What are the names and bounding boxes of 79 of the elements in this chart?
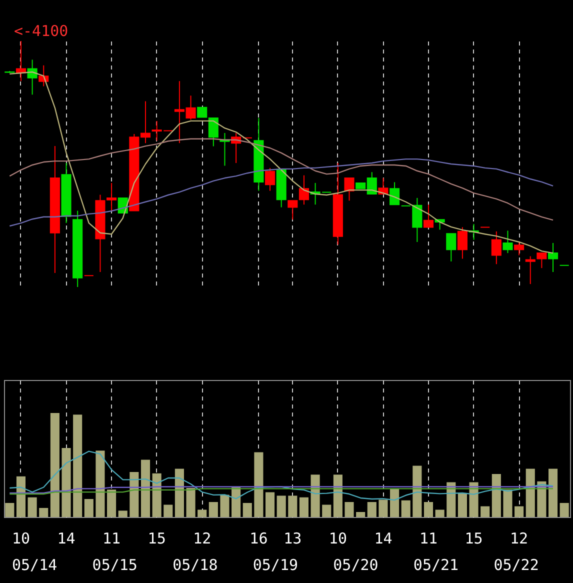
bar [208,502,218,517]
bar [514,506,524,517]
bar [164,504,173,517]
candlestick [502,230,513,254]
bar [310,474,320,517]
x-tick-label: 12 [510,530,528,548]
bar [16,476,26,517]
candlestick [344,178,354,202]
x-tick-label: 11 [419,530,438,548]
bar [118,510,128,517]
bar [288,496,298,517]
bar [435,510,444,517]
text: <-4100 [14,22,68,40]
bar [503,490,512,517]
x-tick-label: 11 [102,530,121,548]
x-tick-label: 10 [12,530,30,548]
bar [198,510,207,517]
candlestick [548,242,558,272]
candlestick [536,252,547,269]
bar [560,502,569,517]
candlestick [390,182,400,206]
bar [548,468,558,517]
bar [186,488,196,517]
bar [107,490,116,517]
bar [378,500,388,517]
bar [356,512,366,517]
candlestick [423,204,434,228]
text: 05/21 [413,556,459,574]
bar [84,499,94,517]
bar [152,473,162,517]
x-tick-label: 14 [374,530,392,548]
bar [130,472,139,517]
text: 05/19 [252,556,298,574]
bar [526,468,535,517]
bar [254,452,264,517]
bar [424,502,434,517]
x-tick-label: 14 [57,530,76,548]
candlestick [264,167,276,192]
candlestick [38,64,49,87]
x-tick-label: 15 [464,530,483,548]
candlestick [525,256,536,285]
candlestick [298,174,310,206]
bar [28,497,37,517]
candlestick [446,233,456,262]
bar [50,413,60,517]
candlestick [491,230,502,265]
bar [390,488,400,517]
bar [62,448,71,517]
bar [220,494,230,517]
bar [401,500,410,517]
candlestick [288,200,298,220]
bar [140,460,150,517]
text: 05/14 [12,556,58,574]
x-tick-label: 10 [328,530,347,548]
text: 05/20 [333,556,378,574]
bar [344,502,354,517]
bar [458,492,467,517]
text: 05/15 [92,556,138,574]
candlestick [457,226,468,260]
bar [96,450,105,517]
bar [480,506,490,517]
bar [492,474,501,517]
bar [322,504,332,517]
bar [299,497,309,517]
bar [242,502,252,517]
bar [367,502,376,517]
x-tick-label: 15 [148,530,166,548]
x-tick-label: 12 [193,530,212,548]
bar [265,492,275,517]
bar [276,496,286,517]
bar [73,414,82,517]
bar [333,474,342,517]
x-tick-label: 13 [284,530,302,548]
bar [5,502,14,517]
candlestick [514,241,524,256]
bar [39,508,48,517]
text: 05/22 [494,556,539,574]
x-tick-label: 16 [250,530,268,548]
text: 05/18 [172,556,218,574]
